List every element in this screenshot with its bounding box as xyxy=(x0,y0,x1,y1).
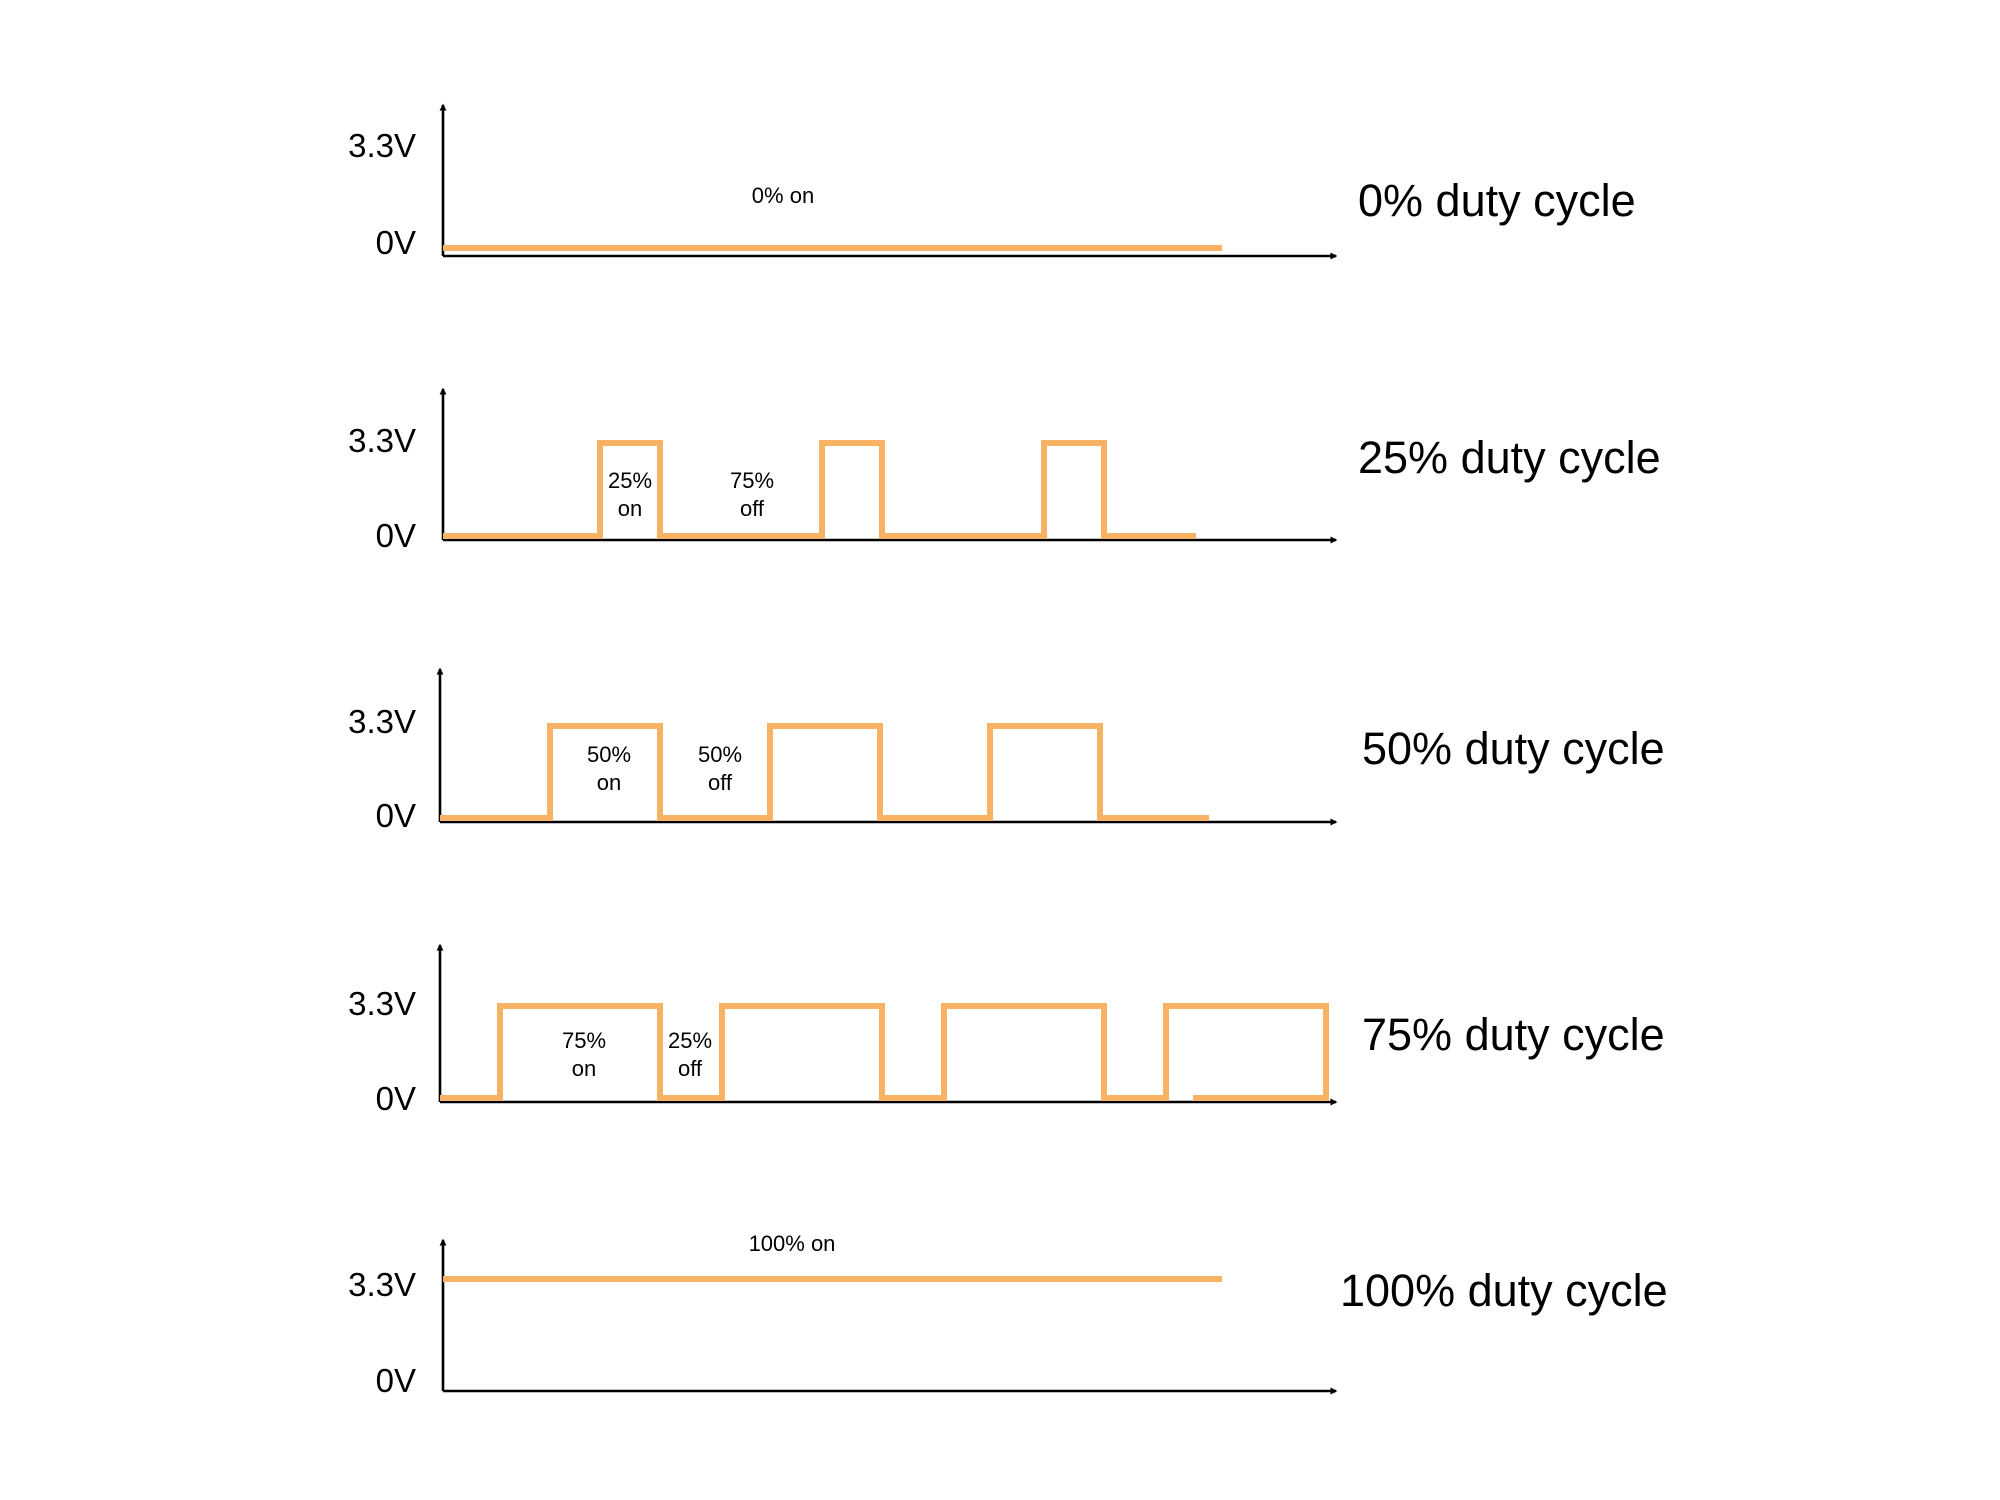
pwm-waveform xyxy=(440,1003,1329,1101)
low-voltage-label: 0V xyxy=(376,224,416,261)
high-voltage-label: 3.3V xyxy=(348,985,416,1022)
duty-annotation-text: 75% xyxy=(562,1028,606,1053)
duty-annotation-text: 25% xyxy=(668,1028,712,1053)
duty-annotation-text: 0% on xyxy=(752,183,814,208)
duty-cycle-panel-75: 3.3V 0V 75% duty cycle 75% on 25% off xyxy=(348,943,1665,1117)
duty-annotation-text: 100% on xyxy=(749,1231,836,1256)
high-voltage-label: 3.3V xyxy=(348,1266,416,1303)
high-voltage-label: 3.3V xyxy=(348,422,416,459)
duty-cycle-panel-0: 3.3V 0V 0% duty cycle 0% on xyxy=(348,103,1636,261)
duty-cycle-panel-50: 3.3V 0V 50% duty cycle 50% on 50% off xyxy=(348,667,1665,834)
pwm-waveform xyxy=(443,440,1196,539)
duty-annotation-text: off xyxy=(678,1056,703,1081)
duty-annotation-text: 50% xyxy=(698,742,742,767)
low-voltage-label: 0V xyxy=(376,517,416,554)
low-voltage-label: 0V xyxy=(376,1362,416,1399)
duty-annotation-text: on xyxy=(597,770,621,795)
duty-annotation-text: 50% xyxy=(587,742,631,767)
low-voltage-label: 0V xyxy=(376,1080,416,1117)
pwm-waveform xyxy=(440,723,1209,821)
duty-cycle-title: 50% duty cycle xyxy=(1362,723,1665,774)
duty-annotation-text: on xyxy=(572,1056,596,1081)
duty-annotation-text: off xyxy=(708,770,733,795)
duty-cycle-panel-100: 3.3V 0V 100% duty cycle 100% on xyxy=(348,1231,1668,1399)
high-voltage-label: 3.3V xyxy=(348,703,416,740)
duty-cycle-panel-25: 3.3V 0V 25% duty cycle 25% on 75% off xyxy=(348,387,1661,554)
duty-cycle-title: 100% duty cycle xyxy=(1340,1265,1668,1316)
duty-cycle-title: 75% duty cycle xyxy=(1362,1009,1665,1060)
high-voltage-label: 3.3V xyxy=(348,127,416,164)
low-voltage-label: 0V xyxy=(376,797,416,834)
duty-cycle-title: 25% duty cycle xyxy=(1358,432,1661,483)
duty-annotation-text: 75% xyxy=(730,468,774,493)
duty-annotation-text: 25% xyxy=(608,468,652,493)
duty-annotation-text: off xyxy=(740,496,765,521)
duty-annotation-text: on xyxy=(618,496,642,521)
duty-cycle-title: 0% duty cycle xyxy=(1358,175,1636,226)
